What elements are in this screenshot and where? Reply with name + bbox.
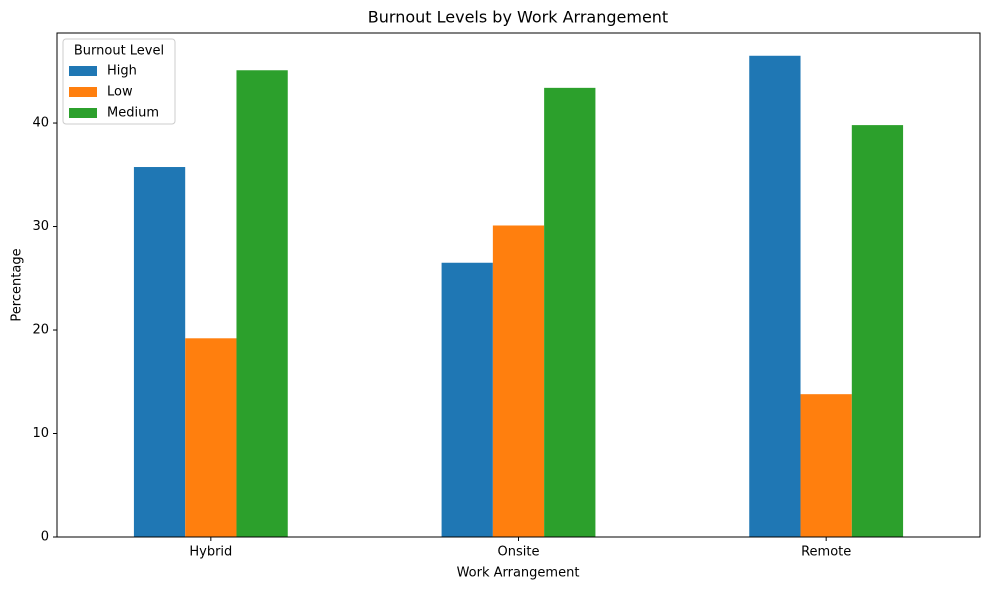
y-axis-label: Percentage xyxy=(10,248,25,321)
legend-box xyxy=(62,38,176,125)
x-tick-label: Onsite xyxy=(498,545,540,560)
chart-title: Burnout Levels by Work Arrangement xyxy=(368,8,668,27)
legend-title: Burnout Level xyxy=(74,44,164,59)
y-tick-label: 30 xyxy=(32,219,49,234)
bar xyxy=(236,70,288,537)
x-axis-label: Work Arrangement xyxy=(457,566,580,581)
bar xyxy=(749,55,801,537)
legend-swatch xyxy=(69,87,97,97)
x-tick-label: Hybrid xyxy=(189,545,232,560)
legend-swatch xyxy=(69,66,97,76)
legend-swatch xyxy=(69,108,97,118)
bar xyxy=(133,167,186,537)
bar xyxy=(544,87,596,538)
legend-label: Medium xyxy=(107,106,159,121)
plot-frame xyxy=(56,32,981,538)
bar xyxy=(851,125,904,537)
bar xyxy=(800,394,852,537)
legend-label: Low xyxy=(107,85,133,100)
x-tick-label: Remote xyxy=(801,545,851,560)
y-tick-label: 10 xyxy=(32,426,49,441)
y-tick-label: 0 xyxy=(41,530,49,545)
bar xyxy=(441,262,493,537)
y-tick-label: 20 xyxy=(32,323,49,338)
y-tick-label: 40 xyxy=(32,116,49,131)
bar xyxy=(492,225,545,538)
bar xyxy=(185,338,237,537)
legend-label: High xyxy=(107,64,137,79)
